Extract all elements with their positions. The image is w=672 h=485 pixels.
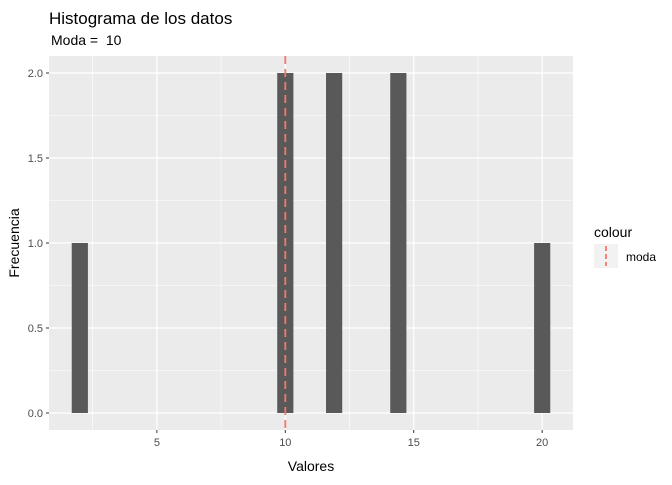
x-tick-label: 10 bbox=[279, 437, 291, 449]
legend-title: colour bbox=[594, 224, 632, 240]
chart-subtitle: Moda = 10 bbox=[51, 32, 122, 48]
histogram-bar bbox=[534, 243, 551, 413]
chart-title: Histograma de los datos bbox=[49, 9, 232, 28]
y-tick-label: 0.5 bbox=[28, 323, 43, 335]
y-tick-label: 1.0 bbox=[28, 238, 43, 250]
legend: colour moda bbox=[594, 224, 656, 268]
y-tick-label: 2.0 bbox=[28, 68, 43, 80]
x-tick-label: 5 bbox=[154, 437, 160, 449]
legend-item-label: moda bbox=[626, 250, 656, 264]
y-axis-ticks: 0.0 0.5 1.0 1.5 2.0 bbox=[28, 68, 49, 420]
histogram-bar bbox=[326, 73, 343, 413]
y-tick-label: 0.0 bbox=[28, 408, 43, 420]
y-tick-label: 1.5 bbox=[28, 153, 43, 165]
x-tick-label: 20 bbox=[536, 437, 548, 449]
x-axis-label: Valores bbox=[288, 458, 334, 474]
y-axis-label: Frecuencia bbox=[6, 208, 22, 277]
x-tick-label: 15 bbox=[408, 437, 420, 449]
histogram-bar bbox=[71, 243, 88, 413]
histogram-bar bbox=[390, 73, 407, 413]
x-axis-ticks: 5 10 15 20 bbox=[154, 430, 548, 449]
